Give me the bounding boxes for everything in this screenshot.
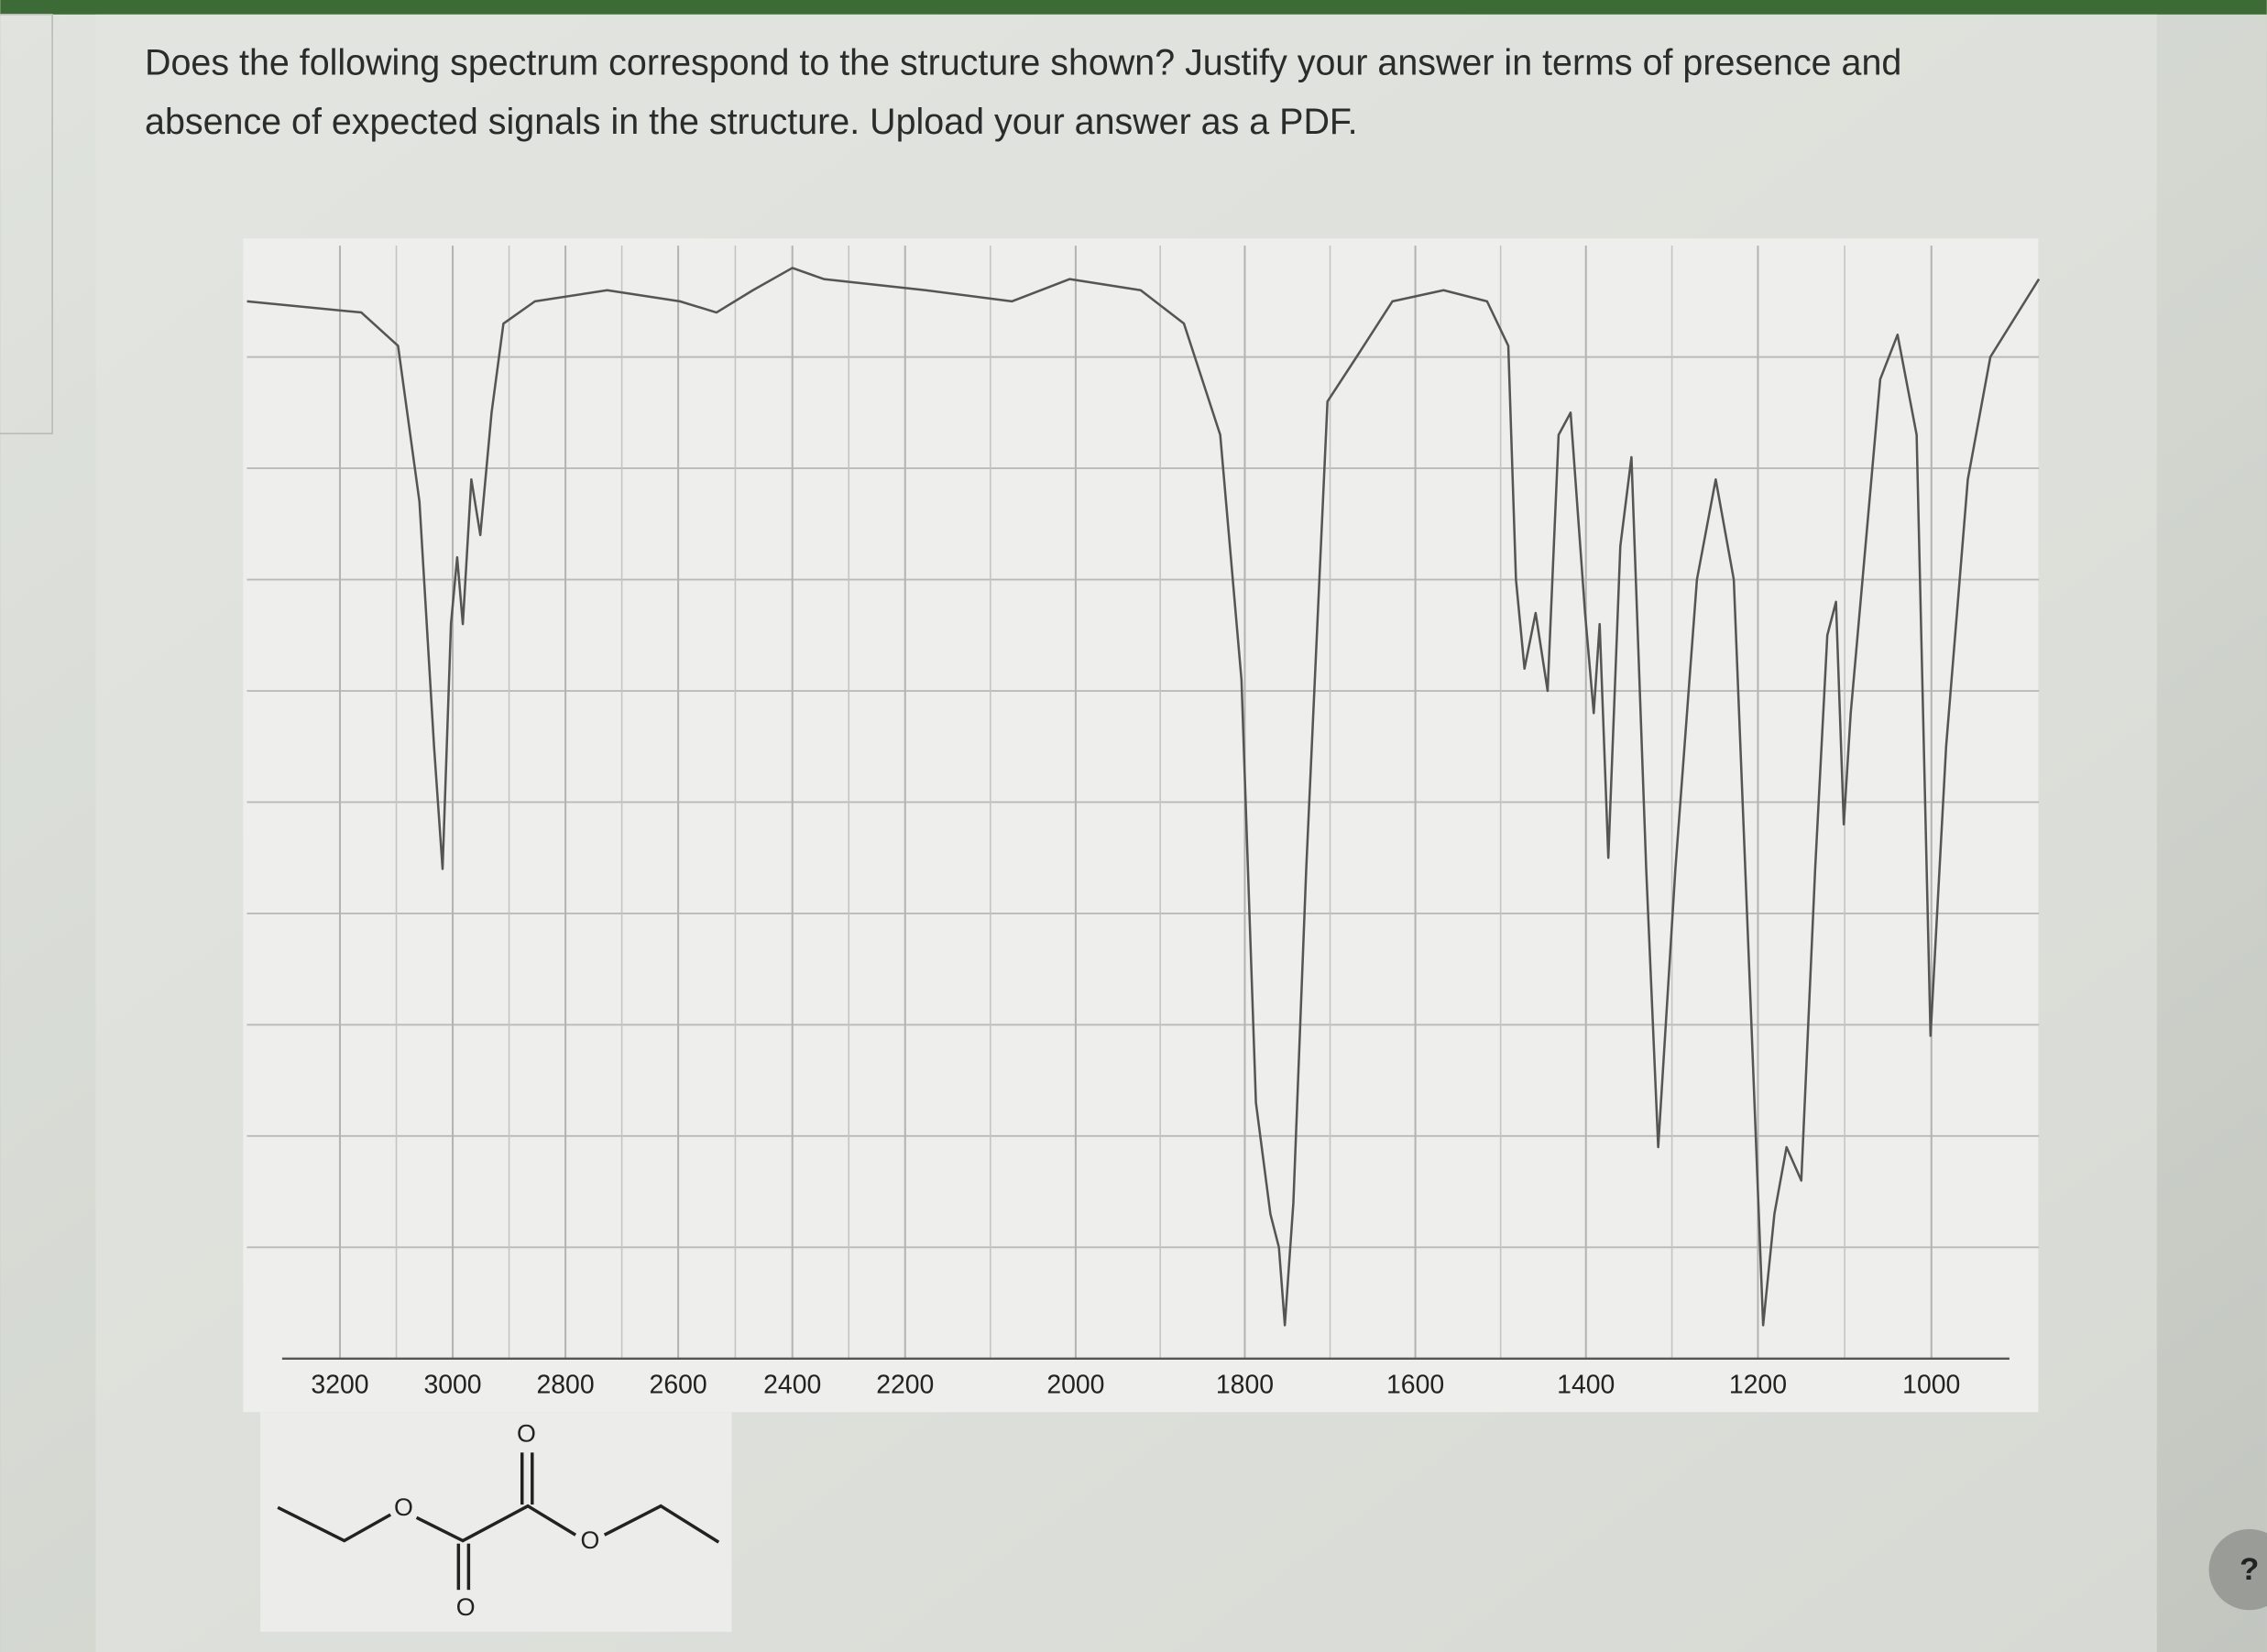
top-bar bbox=[0, 0, 2267, 15]
side-panel bbox=[0, 13, 53, 435]
x-tick-label: 2000 bbox=[1046, 1370, 1104, 1399]
atom-label: O bbox=[456, 1593, 476, 1621]
question-line: absence of expected signals in the struc… bbox=[145, 102, 1358, 142]
atom-label: O bbox=[394, 1493, 413, 1521]
x-tick-label: 2600 bbox=[650, 1370, 707, 1399]
x-tick-label: 1200 bbox=[1729, 1370, 1787, 1399]
x-tick-label: 1400 bbox=[1557, 1370, 1615, 1399]
x-tick-label: 1000 bbox=[1902, 1370, 1960, 1399]
atom-label: O bbox=[580, 1526, 599, 1554]
x-tick-label: 2200 bbox=[876, 1370, 934, 1399]
structure-bonds bbox=[277, 1452, 720, 1591]
atom-label: O bbox=[517, 1419, 536, 1447]
x-tick-label: 2800 bbox=[537, 1370, 595, 1399]
spectrum-image bbox=[243, 238, 2039, 1413]
x-tick-label: 3200 bbox=[311, 1370, 368, 1399]
help-button[interactable] bbox=[2208, 1528, 2267, 1611]
x-tick-label: 2400 bbox=[763, 1370, 821, 1399]
x-tick-label: 1600 bbox=[1386, 1370, 1444, 1399]
spectrum-line bbox=[246, 267, 2041, 1327]
x-tick-label: 3000 bbox=[423, 1370, 481, 1399]
x-tick-label: 1800 bbox=[1216, 1370, 1274, 1399]
help-label[interactable]: ? bbox=[2240, 1552, 2259, 1587]
question-line: Does the following spectrum correspond t… bbox=[145, 42, 1901, 82]
plot: 3200 3000 2800 2600 2400 2200 2000 1800 1600 1400… bbox=[246, 246, 2041, 1399]
